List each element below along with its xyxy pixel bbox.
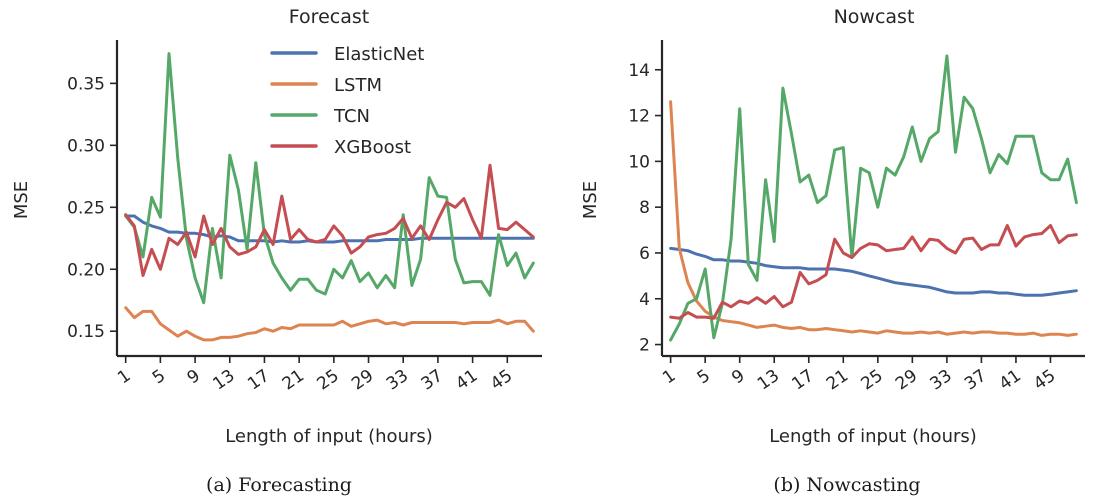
nowcast-y-tick-label: 8 [639,198,650,218]
nowcast-chart-title: Nowcast [834,6,915,28]
nowcast-y-tick-label: 14 [628,61,650,81]
nowcast-y-tick-label: 4 [639,290,650,310]
forecast-x-tick-label: 9 [184,366,204,389]
forecast-plot-area: 0.15 0.20 0.25 0.30 0.35 1 5 9 13 17 21 25 29 33 37 41 4… [67,40,542,395]
forecast-series-xgboost [124,163,535,277]
nowcast-series-xgboost [669,224,1078,320]
forecast-x-tick-label: 37 [418,366,447,395]
forecast-x-tick-label: 45 [487,366,516,395]
nowcast-series-tcn [669,54,1078,342]
forecast-x-tick-label: 41 [452,366,481,395]
forecast-caption: (a) Forecasting [206,474,352,496]
nowcast-caption: (b) Nowcasting [773,474,920,496]
forecast-x-tick-label: 25 [314,366,343,395]
forecast-x-tick-label: 5 [149,366,169,389]
forecast-panel: Forecast 0.15 0.20 0.25 0.30 0.35 1 5 9 13 17 21 25… [11,6,542,496]
forecast-x-tick-label: 1 [114,366,134,389]
nowcast-x-axis-label: Length of input (hours) [769,426,977,447]
forecast-series-elasticnet [124,214,535,244]
nowcast-x-tick-label: 13 [754,366,783,395]
legend-label-elasticnet: ElasticNet [334,44,424,65]
nowcast-x-tick-label: 37 [961,366,990,395]
forecast-y-tick-label: 0.20 [67,260,105,280]
nowcast-y-axis-label: MSE [580,181,601,219]
forecast-series-tcn [124,52,535,305]
nowcast-y-tick-label: 6 [639,244,650,264]
nowcast-series-lstm [669,100,1078,337]
forecast-x-tick-label: 21 [279,366,308,395]
nowcast-x-tick-label: 25 [857,366,886,395]
forecast-x-tick-label: 13 [209,366,238,395]
nowcast-y-tick-label: 2 [639,336,650,356]
nowcast-x-tick-label: 29 [892,366,921,395]
nowcast-x-tick-label: 41 [996,366,1025,395]
forecast-y-axis-label: MSE [11,181,32,219]
nowcast-x-tick-label: 9 [728,366,748,389]
nowcast-x-tick-label: 45 [1030,366,1059,395]
nowcast-x-tick-label: 1 [659,366,679,389]
forecast-legend: ElasticNet LSTM TCN XGBoost [270,44,424,158]
nowcast-x-tick-label: 5 [694,366,714,389]
nowcast-plot-area: 2 4 6 8 10 12 14 1 5 9 13 17 21 25 29 33 37 41 45 [628,40,1085,395]
legend-label-lstm: LSTM [334,75,382,96]
nowcast-series-elasticnet [669,246,1078,297]
legend-label-tcn: TCN [333,106,370,127]
nowcast-x-tick-label: 33 [927,366,956,395]
forecast-y-tick-label: 0.15 [67,322,105,342]
forecast-x-tick-label: 17 [244,366,273,395]
forecast-x-tick-label: 29 [348,366,377,395]
forecast-x-axis-label: Length of input (hours) [225,426,433,447]
forecast-y-tick-label: 0.35 [67,74,105,94]
legend-label-xgboost: XGBoost [334,137,411,158]
forecast-series-lstm [124,306,535,342]
forecast-y-tick-label: 0.30 [67,136,105,156]
forecast-chart-title: Forecast [289,6,369,28]
forecast-y-tick-label: 0.25 [67,198,105,218]
nowcast-x-tick-label: 17 [788,366,817,395]
nowcast-y-tick-label: 10 [628,152,650,172]
forecast-x-tick-label: 33 [383,366,412,395]
nowcast-x-tick-label: 21 [823,366,852,395]
nowcast-y-tick-label: 12 [628,107,650,127]
